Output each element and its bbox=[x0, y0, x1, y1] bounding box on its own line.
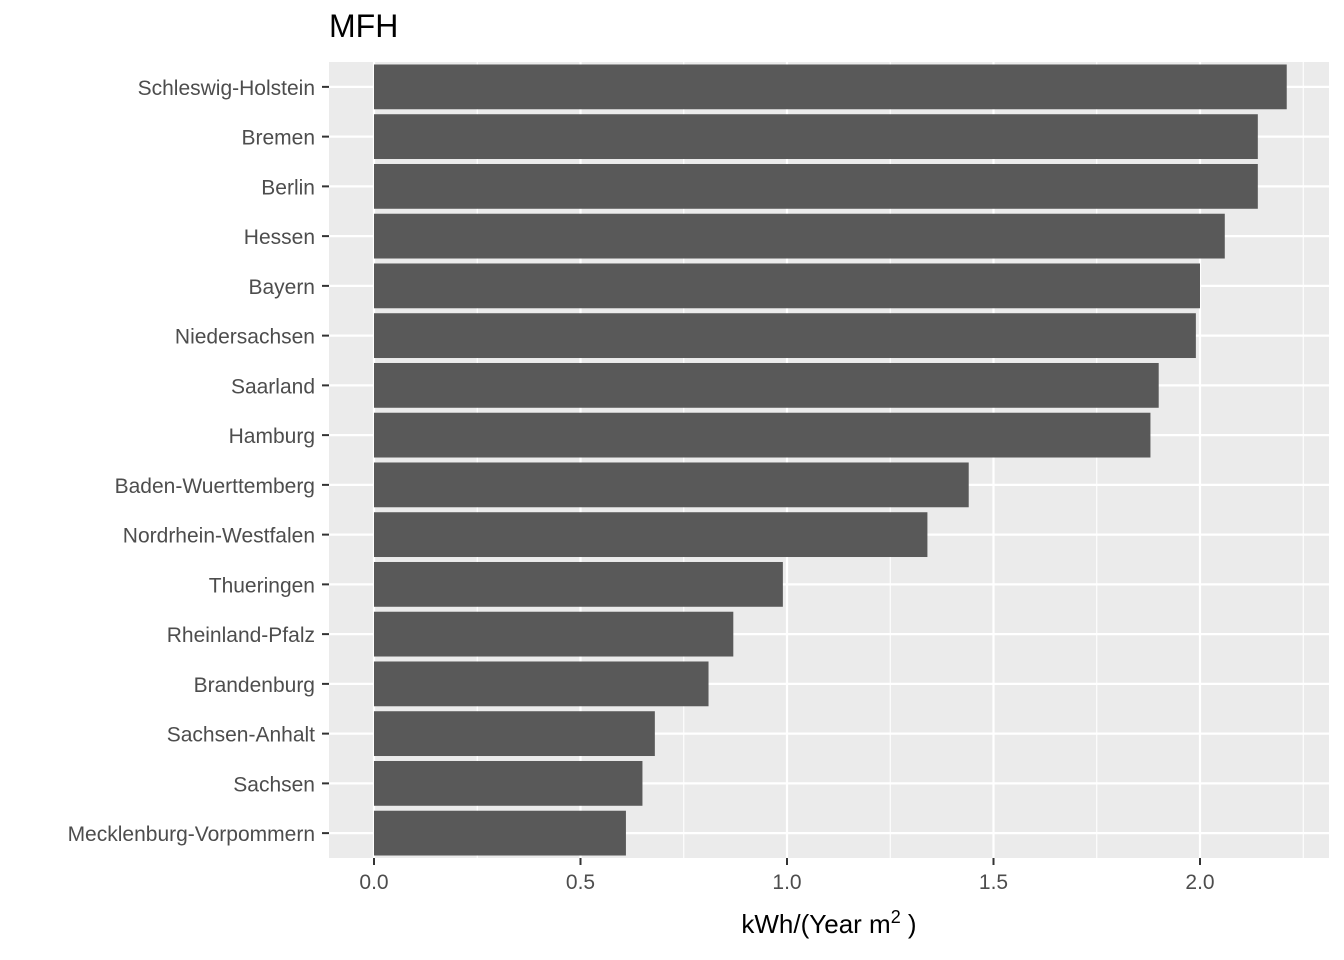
y-tick-label: Berlin bbox=[261, 176, 315, 199]
y-tick-label: Thueringen bbox=[209, 574, 315, 597]
y-tick-label: Mecklenburg-Vorpommern bbox=[68, 823, 315, 846]
x-tick-label: 0.0 bbox=[359, 871, 388, 894]
y-tick-label: Hamburg bbox=[229, 425, 315, 448]
chart-title: MFH bbox=[329, 8, 399, 44]
bar bbox=[374, 760, 643, 806]
y-tick-label: Rheinland-Pfalz bbox=[167, 624, 315, 647]
x-axis-label-superscript: 2 bbox=[891, 907, 901, 927]
x-tick-label: 1.0 bbox=[772, 871, 801, 894]
y-tick-label: Bayern bbox=[248, 276, 315, 299]
bar bbox=[374, 412, 1151, 458]
y-tick-label: Sachsen-Anhalt bbox=[167, 724, 315, 747]
bar bbox=[374, 114, 1258, 160]
bar bbox=[374, 313, 1196, 359]
y-tick-label: Schleswig-Holstein bbox=[138, 77, 315, 100]
x-axis-label-suffix: ) bbox=[901, 909, 917, 939]
bar bbox=[374, 810, 626, 856]
bars bbox=[374, 64, 1287, 856]
y-tick-label: Baden-Wuerttemberg bbox=[115, 475, 315, 498]
bar bbox=[374, 611, 734, 657]
bar bbox=[374, 462, 969, 508]
x-axis: 0.0 0.5 1.0 1.5 2.0 bbox=[359, 858, 1215, 894]
x-tick-label: 1.5 bbox=[979, 871, 1008, 894]
bar bbox=[374, 711, 655, 757]
x-tick-label: 2.0 bbox=[1185, 871, 1214, 894]
y-tick-label: Bremen bbox=[241, 127, 315, 150]
bar bbox=[374, 64, 1287, 110]
x-tick-label: 0.5 bbox=[566, 871, 595, 894]
bar bbox=[374, 362, 1159, 408]
bar bbox=[374, 561, 783, 607]
y-tick-label: Nordrhein-Westfalen bbox=[123, 525, 315, 548]
bar bbox=[374, 163, 1258, 209]
bar bbox=[374, 213, 1225, 259]
bar bbox=[374, 661, 709, 707]
x-axis-label-main: kWh/(Year m bbox=[741, 909, 890, 939]
x-axis-label: kWh/(Year m2 ) bbox=[741, 907, 916, 939]
y-tick-label: Sachsen bbox=[233, 773, 315, 796]
y-axis: Schleswig-Holstein Bremen Berlin Hessen Baye… bbox=[68, 77, 329, 846]
y-tick-label: Brandenburg bbox=[194, 674, 315, 697]
bar bbox=[374, 263, 1200, 309]
bar bbox=[374, 512, 928, 558]
y-tick-label: Saarland bbox=[231, 375, 315, 398]
y-tick-label: Hessen bbox=[244, 226, 315, 249]
y-tick-label: Niedersachsen bbox=[175, 326, 315, 349]
